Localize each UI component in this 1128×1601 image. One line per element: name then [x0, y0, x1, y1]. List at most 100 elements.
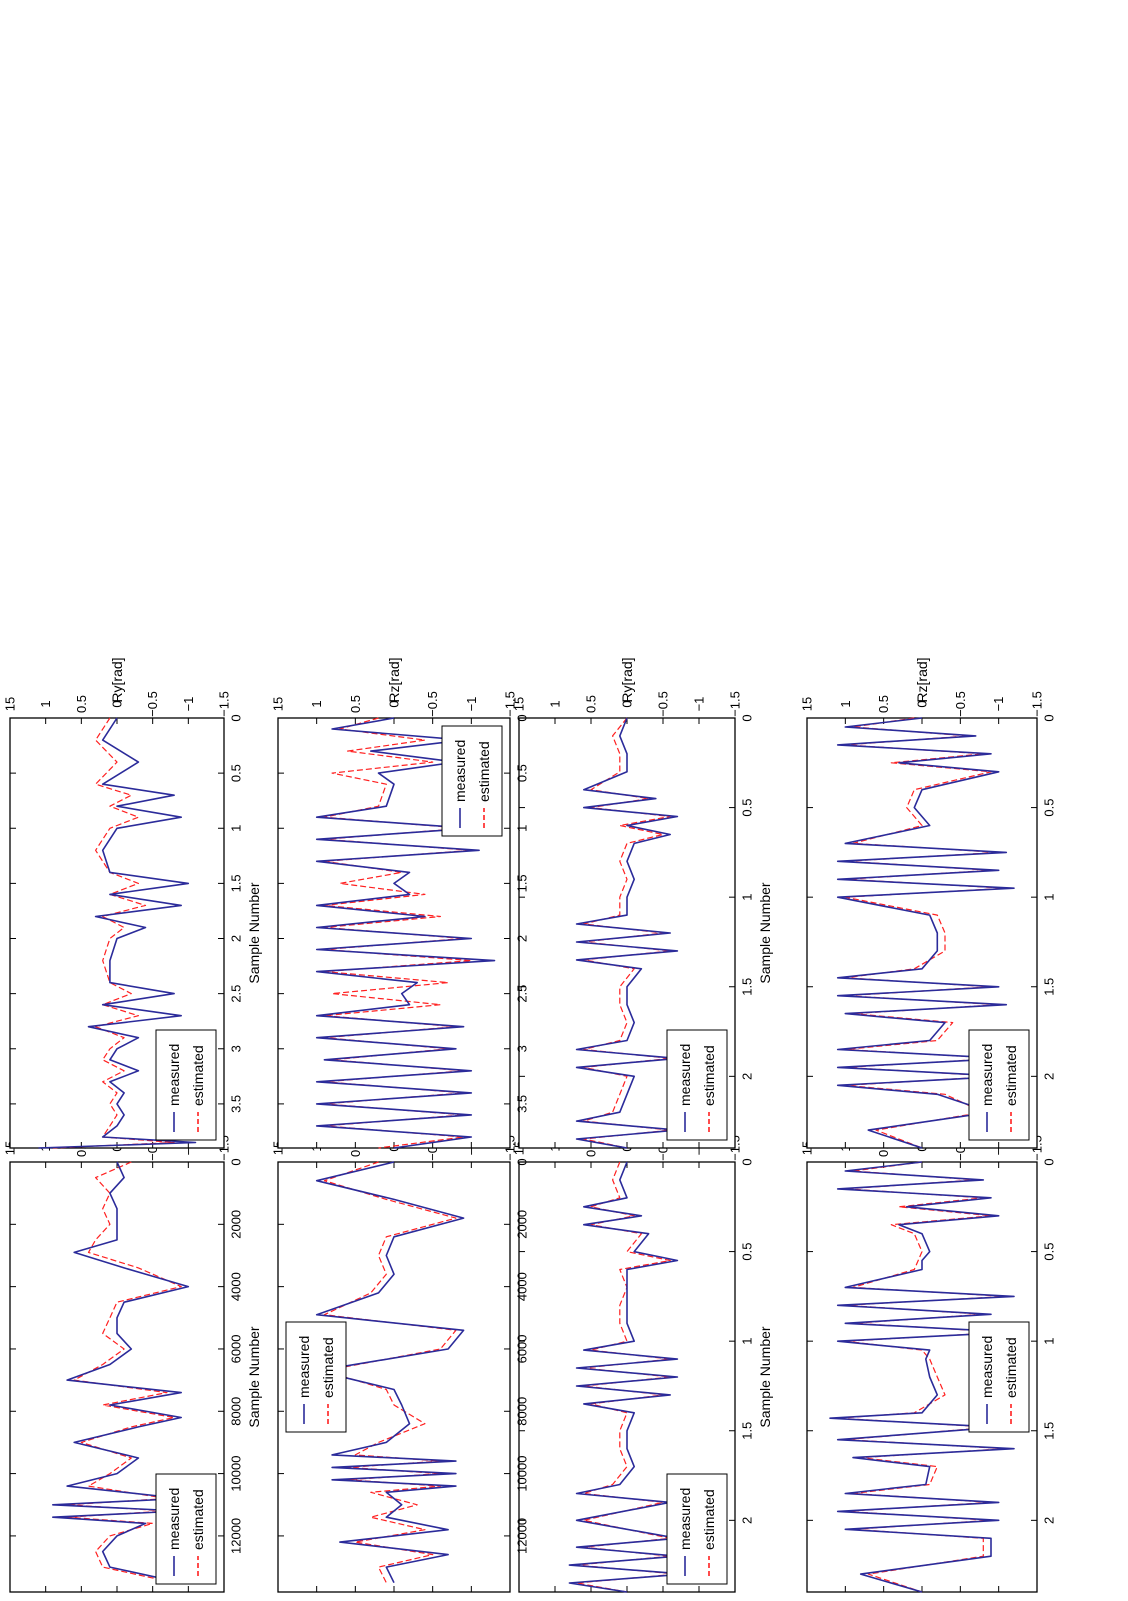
x-tick-label: 1.5 — [1042, 978, 1057, 996]
series-line-measured — [38, 717, 197, 1149]
legend-entry-measured: measured — [677, 1044, 693, 1106]
x-tick-label: 0 — [1042, 714, 1057, 721]
y-tick-label: 0.5 — [74, 695, 89, 713]
panel-l1: 00.511.52−1.5−1−0.500.5115Rz[rad]estimat… — [800, 1101, 1057, 1593]
x-tick-label: 10000 — [229, 1456, 244, 1492]
legend-box — [155, 1029, 217, 1141]
legend: estimated measured — [155, 1473, 217, 1585]
x-tick-label: 6000 — [229, 1334, 244, 1363]
panel-r1: 0 0.5 1 1.5 2 −1.5 −1 −0.5 0 0.5 1 15 Rz[rad] estimat… — [800, 657, 1057, 1149]
x-tick-label: 0 — [515, 1158, 530, 1165]
y-tick-label: 0 — [915, 700, 930, 707]
y-axis-label: Ry[rad] — [619, 657, 635, 702]
y-tick-label: −0.5 — [656, 691, 671, 717]
legend-entry-measured: measured — [677, 1488, 693, 1550]
legend-box — [968, 1321, 1030, 1433]
legend-entry-estimated: estimated — [320, 1337, 336, 1398]
x-tick-label: 1.5 — [740, 1422, 755, 1440]
y-tick-label: 1 — [38, 700, 53, 707]
y-tick-label: −0.5 — [953, 691, 968, 717]
legend-entry-measured: measured — [452, 740, 468, 802]
y-axis-label: Ry[rad] — [109, 657, 125, 702]
series-line-measured — [829, 1161, 1015, 1593]
panels: 0 0.5 1 1.5 2 −1.5 −1 −0.5 0 0.5 1 15 Rz[rad] estimat… — [3, 657, 1057, 1593]
x-tick-label: 1 — [1042, 894, 1057, 901]
legend: estimated measured — [441, 725, 503, 837]
y-tick-label: −1 — [464, 697, 479, 712]
y-tick-label: 0.5 — [348, 695, 363, 713]
x-tick-label: 0 — [1042, 1158, 1057, 1165]
legend-entry-measured: measured — [979, 1336, 995, 1398]
x-axis-label: Sample Number — [246, 882, 262, 983]
series-line-measured — [315, 717, 496, 1149]
x-tick-label: 3.5 — [229, 1095, 244, 1113]
x-tick-label: 4000 — [515, 1272, 530, 1301]
x-tick-label: 3 — [515, 1045, 530, 1052]
x-tick-label: 0 — [515, 714, 530, 721]
series-line-estimated — [52, 717, 175, 1149]
panel-r3: 0 0.5 1 1.5 2 2.5 3 3.5 −1.5 −1 −0.5 0 0.5 1 15 Rz[rad]… — [271, 657, 530, 1149]
x-tick-label: 2 — [515, 935, 530, 942]
y-tick-label: 0.5 — [584, 695, 599, 713]
y-tick-label: −1.5 — [217, 691, 232, 717]
y-tick-label: 0 — [110, 700, 125, 707]
x-tick-label: 0.5 — [740, 799, 755, 817]
x-tick-label: 12000 — [515, 1518, 530, 1554]
x-tick-label: 0.5 — [1042, 799, 1057, 817]
legend: estimated measured — [285, 1321, 347, 1433]
legend-entry-estimated: estimated — [701, 1489, 717, 1550]
y-axis-label: Rz[rad] — [386, 657, 402, 702]
x-tick-label: 0 — [740, 714, 755, 721]
legend: estimated measured — [968, 1029, 1030, 1141]
x-tick-label: 1.5 — [229, 874, 244, 892]
x-tick-label: 2 — [229, 935, 244, 942]
y-tick-label: 15 — [800, 697, 815, 711]
x-axis-label: Sample Number — [757, 1326, 773, 1427]
legend-box — [441, 725, 503, 837]
x-tick-label: 12000 — [229, 1518, 244, 1554]
legend-entry-estimated: estimated — [190, 1045, 206, 1106]
x-tick-label: 8000 — [229, 1397, 244, 1426]
x-tick-label: 0 — [740, 1158, 755, 1165]
x-tick-label: 1.5 — [740, 978, 755, 996]
y-tick-label: 1 — [309, 700, 324, 707]
y-tick-label: 1 — [548, 700, 563, 707]
y-tick-label: −0.5 — [425, 691, 440, 717]
series-line-measured — [575, 717, 679, 1149]
x-tick-label: 4000 — [229, 1272, 244, 1301]
y-tick-label: −1.5 — [503, 691, 518, 717]
series-line-measured — [315, 1161, 465, 1584]
y-tick-label: −1 — [181, 697, 196, 712]
x-tick-label: 3.5 — [515, 1095, 530, 1113]
x-tick-label: 0.5 — [740, 1243, 755, 1261]
x-tick-label: 10000 — [515, 1456, 530, 1492]
x-tick-label: 2 — [740, 1073, 755, 1080]
x-tick-label: 8000 — [515, 1397, 530, 1426]
y-tick-label: 1 — [838, 700, 853, 707]
legend-entry-estimated: estimated — [190, 1489, 206, 1550]
x-tick-label: 2.5 — [229, 985, 244, 1003]
x-tick-label: 2 — [740, 1517, 755, 1524]
x-tick-label: 2000 — [515, 1210, 530, 1239]
legend-entry-estimated: estimated — [701, 1045, 717, 1106]
x-tick-label: 1.5 — [515, 874, 530, 892]
x-tick-label: 0 — [229, 714, 244, 721]
legend-box — [968, 1029, 1030, 1141]
x-tick-label: 1 — [740, 894, 755, 901]
y-axis-label: Rz[rad] — [914, 657, 930, 702]
y-tick-label: 0 — [387, 700, 402, 707]
x-tick-label: 2 — [1042, 1517, 1057, 1524]
y-tick-label: −1.5 — [1030, 691, 1045, 717]
legend-entry-measured: measured — [166, 1044, 182, 1106]
legend-entry-measured: measured — [166, 1488, 182, 1550]
x-axis-label: Sample Number — [757, 882, 773, 983]
legend-box — [666, 1029, 728, 1141]
y-tick-label: 0 — [620, 700, 635, 707]
series-line-measured — [51, 1161, 190, 1584]
x-tick-label: 1 — [515, 825, 530, 832]
y-tick-label: 15 — [271, 697, 286, 711]
legend-entry-estimated: estimated — [476, 741, 492, 802]
x-tick-label: 1.5 — [1042, 1422, 1057, 1440]
x-tick-label: 1 — [740, 1338, 755, 1345]
